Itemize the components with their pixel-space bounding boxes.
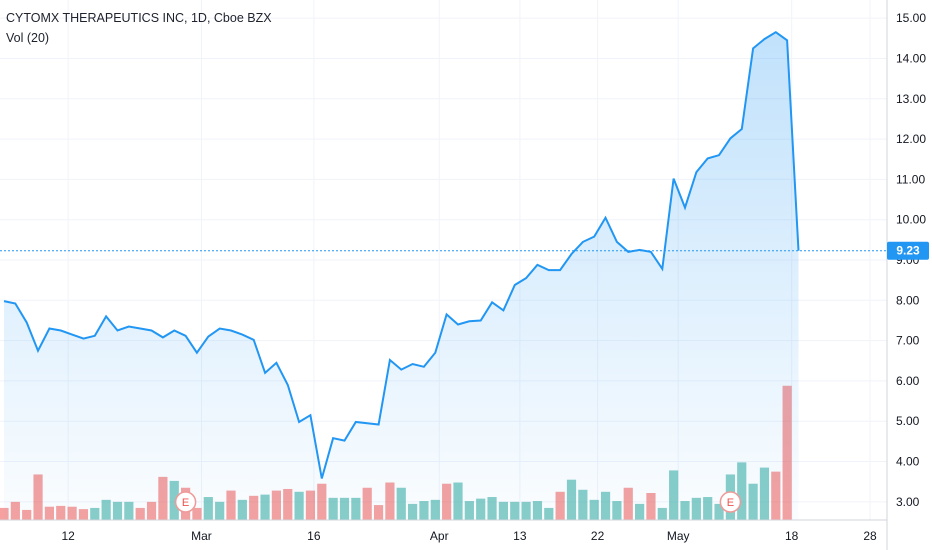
y-tick-label: 10.00 [896,213,926,227]
price-line [3,31,800,479]
x-tick-label: Mar [191,529,212,543]
price-area [4,32,799,520]
volume-indicator-label[interactable]: Vol (20) [6,31,50,45]
x-tick-label: Apr [430,529,449,543]
x-tick-label: 16 [307,529,321,543]
x-tick-label: 22 [591,529,605,543]
earnings-marker-label: E [182,497,189,509]
earnings-marker-label: E [727,497,734,509]
y-tick-label: 4.00 [896,455,920,469]
y-tick-label: 14.00 [896,51,926,65]
legend: CYTOMX THERAPEUTICS INC, 1D, Cboe BZX Vo… [6,8,272,48]
x-tick-label: May [667,529,690,543]
y-tick-label: 7.00 [896,334,920,348]
y-tick-label: 11.00 [896,172,925,186]
x-tick-label: 12 [61,529,75,543]
x-axis[interactable]: 12 Mar 16 Apr 13 22 May 18 28 [61,529,877,543]
last-price-text: 9.23 [896,244,920,258]
y-tick-label: 13.00 [896,92,926,106]
earnings-marker[interactable] [174,491,197,513]
x-tick-label: 18 [785,529,799,543]
last-price-label: 9.23 [887,241,929,260]
y-tick-label: 8.00 [896,293,920,307]
y-tick-label: 15.00 [896,11,926,25]
earnings-marker[interactable] [719,491,742,513]
x-tick-label: 13 [513,529,527,543]
y-tick-label: 3.00 [896,495,920,509]
y-tick-label: 12.00 [896,132,926,146]
y-tick-label: 5.00 [896,414,920,428]
x-tick-label: 28 [863,529,877,543]
y-tick-label: 6.00 [896,374,920,388]
y-axis[interactable]: 3.004.005.006.007.008.009.0010.0011.0012… [896,11,926,509]
symbol-title[interactable]: CYTOMX THERAPEUTICS INC, 1D, Cboe BZX [6,11,272,25]
